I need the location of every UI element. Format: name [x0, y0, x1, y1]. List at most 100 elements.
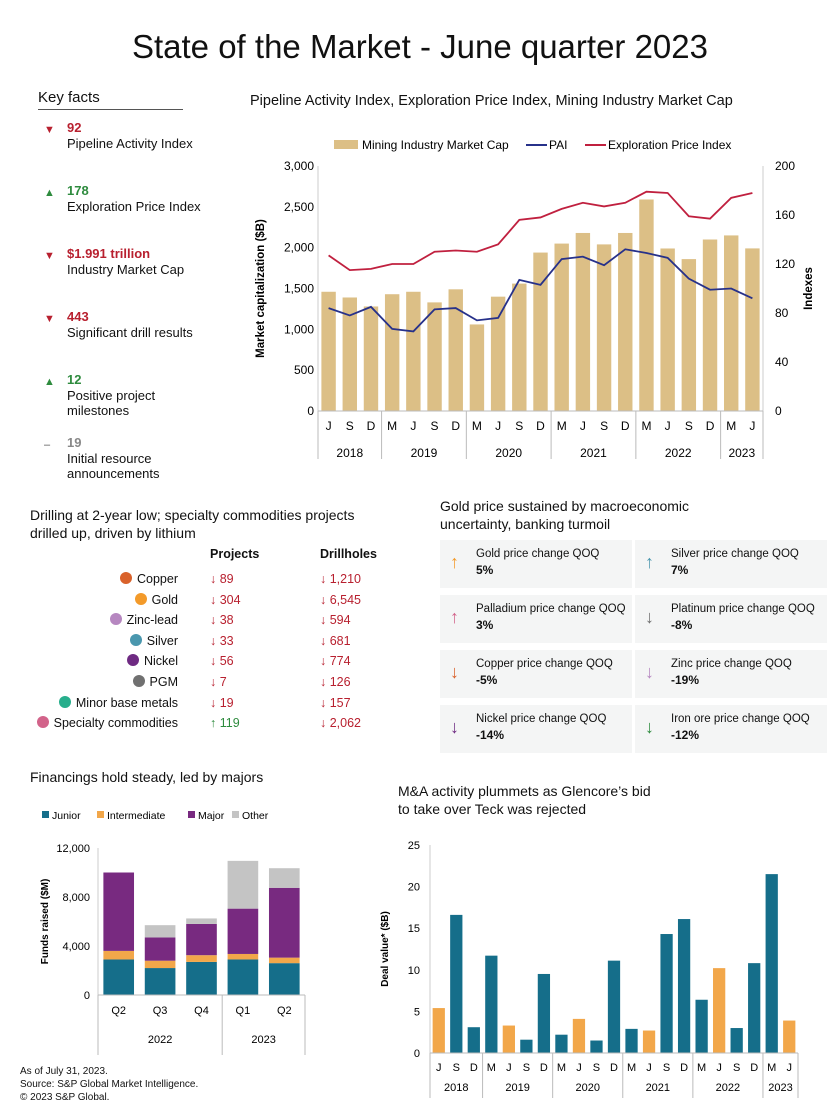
drillholes-change: ↓ 774 — [320, 654, 351, 669]
bar-major — [144, 937, 176, 961]
x-tick-label: M — [627, 1062, 636, 1074]
x-tick-label: M — [557, 419, 567, 433]
y-tick-label: 25 — [408, 840, 420, 852]
price-tile-label: Zinc price change QOQ — [671, 658, 792, 670]
y2-axis-title: Indexes — [803, 267, 815, 310]
commodity-name: PGM — [132, 675, 178, 689]
bar-market-cap — [533, 252, 548, 411]
bar-deal-value — [783, 1020, 796, 1053]
bar-intermediate — [227, 953, 259, 960]
bar-junior — [268, 963, 300, 995]
bar-market-cap — [575, 232, 591, 411]
bar-deal-value — [467, 1027, 480, 1053]
price-tile-label: Gold price change QOQ — [476, 548, 600, 560]
bar-intermediate — [186, 955, 217, 962]
bar-deal-value — [537, 973, 551, 1053]
key-fact-value: 443 — [67, 309, 89, 324]
y-tick-label: 0 — [307, 404, 314, 418]
year-label: 2020 — [495, 446, 522, 460]
year-label: 2023 — [768, 1082, 792, 1094]
bar-market-cap — [681, 259, 697, 411]
arrow-up-icon: ↑ — [450, 552, 459, 572]
year-label: 2020 — [575, 1082, 599, 1094]
price-tile-value: 5% — [476, 563, 494, 577]
y2-tick-label: 40 — [775, 355, 789, 369]
key-fact-value: 12 — [67, 372, 82, 387]
projects-change: ↓ 304 — [210, 592, 241, 607]
arrow-up-icon: ↑ — [645, 552, 654, 572]
x-tick-label: M — [767, 1062, 776, 1074]
x-tick-label: J — [749, 419, 755, 433]
drillholes-header: Drillholes — [320, 547, 377, 561]
arrow-up-icon: ↑ — [450, 607, 459, 627]
price-tile: ↑ Silver price change QOQ 7% — [635, 540, 827, 588]
bar-junior — [103, 959, 135, 995]
x-tick-label: M — [641, 419, 651, 433]
bar-intermediate — [268, 957, 300, 964]
legend-swatch-major — [188, 811, 195, 818]
bar-market-cap — [469, 324, 485, 411]
key-fact-item: – 19 Initial resource announcements — [44, 435, 204, 482]
price-tile-value: -5% — [476, 673, 498, 687]
x-tick-label: J — [716, 1062, 722, 1074]
x-tick-label: M — [487, 1062, 496, 1074]
x-tick-label: D — [451, 419, 460, 433]
bar-deal-value — [660, 934, 673, 1053]
triangle-down-icon: ▼ — [44, 250, 55, 262]
bar-junior — [186, 961, 217, 995]
commodity-dot-icon — [134, 592, 147, 605]
key-fact-label: Positive project milestones — [67, 387, 156, 419]
x-tick-label: S — [685, 419, 693, 433]
x-tick-label: S — [593, 1062, 600, 1074]
bar-deal-value — [695, 999, 708, 1053]
commodity-name: Specialty commodities — [36, 716, 178, 730]
commodity-dot-icon — [132, 675, 145, 687]
x-tick-label: J — [495, 419, 501, 433]
arrow-down-icon: ↓ — [645, 717, 654, 737]
price-tile-label: Copper price change QOQ — [476, 658, 613, 670]
legend-intermediate: Intermediate — [107, 810, 166, 822]
x-tick-label: S — [523, 1062, 530, 1074]
x-tick-label: D — [470, 1062, 478, 1074]
bar-other — [144, 925, 176, 938]
projects-change: ↓ 89 — [210, 572, 234, 586]
x-tick-label: D — [610, 1062, 618, 1074]
key-fact-label: Industry Market Cap — [67, 261, 185, 277]
x-tick-label: J — [665, 419, 671, 433]
bar-deal-value — [765, 874, 778, 1053]
legend-major: Major — [198, 810, 225, 822]
y-axis-title: Deal value* ($B) — [380, 911, 391, 987]
price-tile-value: -8% — [671, 618, 693, 632]
drillholes-change: ↓ 126 — [320, 675, 351, 689]
y-tick-label: 20 — [408, 882, 420, 894]
x-tick-label: Q1 — [236, 1005, 251, 1017]
legend-swatch-other — [232, 811, 239, 818]
year-label: 2021 — [580, 446, 607, 460]
commodity-label: Minor base metals — [75, 695, 178, 710]
bar-junior — [144, 968, 176, 995]
bar-deal-value — [555, 1034, 568, 1053]
x-tick-label: M — [387, 419, 397, 433]
bar-market-cap — [427, 302, 442, 411]
commodity-name: Minor base metals — [58, 695, 178, 710]
commodity-label: Copper — [137, 572, 178, 586]
x-tick-label: D — [536, 419, 545, 433]
arrow-down-icon: ↓ — [645, 662, 654, 682]
title-sub: June quarter 2023 — [440, 28, 708, 65]
projects-change: ↓ 19 — [210, 695, 234, 710]
financing-title: Financings hold steady, led by majors — [30, 769, 264, 785]
projects-header: Projects — [210, 547, 260, 561]
bar-market-cap — [745, 248, 760, 411]
commodity-label: Silver — [146, 633, 178, 648]
y-tick-label: 2,000 — [284, 241, 314, 255]
y-tick-label: 500 — [294, 363, 314, 377]
y2-tick-label: 120 — [775, 257, 795, 271]
main-chart-title: Pipeline Activity Index, Exploration Pri… — [250, 93, 733, 109]
financing-chart: Junior Intermediate Major Other 0 4,000 8,000 1… — [40, 810, 306, 1055]
x-tick-label: M — [697, 1062, 706, 1074]
key-fact-item: ▲ 12 Positive project milestones — [44, 372, 204, 419]
commodity-name: Copper — [120, 572, 178, 586]
price-tile: ↓ Copper price change QOQ -5% — [440, 650, 632, 698]
drillholes-change: ↓ 681 — [320, 633, 351, 648]
y-tick-label: 5 — [414, 1006, 420, 1018]
